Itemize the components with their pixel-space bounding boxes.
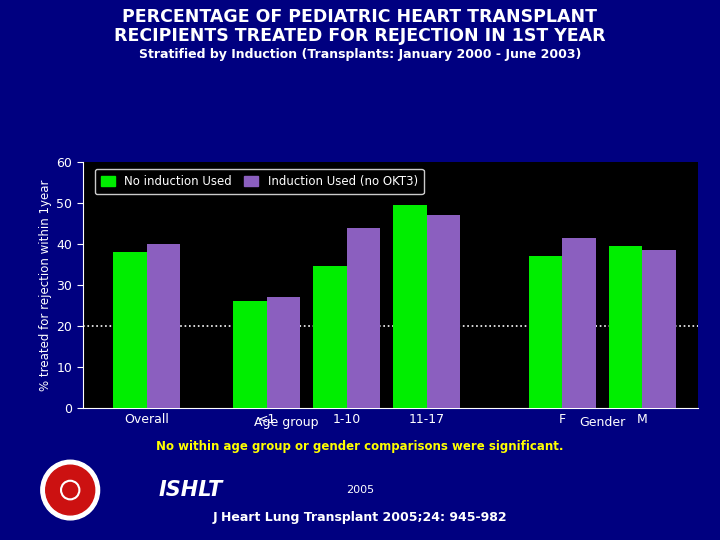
Bar — [147, 244, 180, 408]
Circle shape — [41, 460, 99, 520]
Text: J Heart Lung Transplant 2005;24: 945-982: J Heart Lung Transplant 2005;24: 945-982 — [212, 511, 508, 524]
Bar — [266, 297, 300, 408]
Bar — [113, 252, 147, 408]
Text: RECIPIENTS TREATED FOR REJECTION IN 1ST YEAR: RECIPIENTS TREATED FOR REJECTION IN 1ST … — [114, 27, 606, 45]
Bar — [642, 250, 676, 408]
Text: Stratified by Induction (Transplants: January 2000 - June 2003): Stratified by Induction (Transplants: Ja… — [139, 48, 581, 60]
Bar — [346, 227, 380, 408]
Bar — [609, 246, 642, 408]
Y-axis label: % treated for rejection within 1year: % treated for rejection within 1year — [39, 179, 53, 390]
Bar — [426, 215, 460, 408]
Legend: No induction Used, Induction Used (no OKT3): No induction Used, Induction Used (no OK… — [95, 169, 423, 194]
Text: Gender: Gender — [580, 416, 626, 429]
Text: ISHLT: ISHLT — [158, 480, 222, 500]
Text: 2005: 2005 — [346, 485, 374, 495]
Bar — [529, 256, 562, 408]
Text: Age group: Age group — [254, 416, 319, 429]
Text: No within age group or gender comparisons were significant.: No within age group or gender comparison… — [156, 440, 564, 453]
Circle shape — [46, 465, 95, 515]
Text: PERCENTAGE OF PEDIATRIC HEART TRANSPLANT: PERCENTAGE OF PEDIATRIC HEART TRANSPLANT — [122, 8, 598, 26]
Bar — [233, 301, 266, 408]
Bar — [313, 266, 346, 408]
Bar — [562, 238, 596, 408]
Bar — [393, 205, 426, 408]
